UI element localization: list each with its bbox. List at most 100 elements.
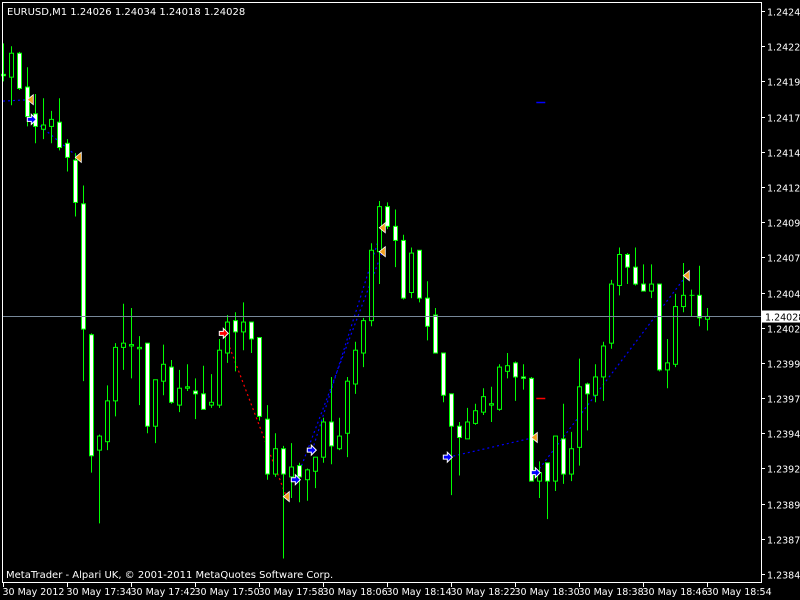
candle-body-bear [633,266,638,285]
candle [665,338,670,389]
candle [169,360,174,404]
price-tick-label: 1.23945 [767,430,800,441]
price-tick-label: 1.24070 [767,254,800,265]
candle-body-bull [313,456,318,472]
candle [313,456,318,489]
candle [569,431,574,482]
buy-open-arrow-icon [290,473,302,486]
candle [41,98,46,140]
candle [65,139,70,172]
candle [521,364,526,390]
candle-body-bear [441,352,446,396]
chart-frame [2,2,762,583]
time-tick-label: 30 May 18:30 [515,587,580,598]
candle [281,445,286,559]
candle [385,202,390,230]
candle-body-bull [97,435,102,451]
candle [97,434,102,524]
candle-body-bull [113,346,118,402]
price-tick-label: 1.24095 [767,219,800,230]
candle [145,342,150,434]
candle [361,317,366,368]
candle [513,361,518,401]
buy-open-arrow-icon [26,113,38,126]
candle-body-bear [697,294,702,319]
price-tick-label: 1.24170 [767,114,800,125]
price-axis[interactable]: 1.24245 1.24220 1.24195 1.24170 1.24145 1.241… [762,8,800,582]
candle [177,369,182,413]
arrow-shape [26,113,38,126]
candle-body-bull [321,421,326,458]
candle [241,302,246,351]
candle [633,247,638,286]
candle [617,247,622,296]
candle-body-bear [17,52,22,89]
candle-body-bull [505,365,510,372]
candle [321,417,326,463]
candle-body-bull [241,321,246,333]
candle [249,321,254,354]
candle-body-bear [545,462,550,482]
time-tick-label: 30 May 18:46 [643,587,708,598]
candle [441,352,446,403]
price-tick-label: 1.24020 [767,325,800,336]
trade-markers-layer [26,93,690,503]
candle [265,405,270,480]
candle-body-bull [473,410,478,424]
time-tick-label: 30 May 18:14 [387,587,452,598]
candle [561,403,566,484]
candle-body-bear [393,225,398,241]
candle-body-bull [353,349,358,385]
candle [497,364,502,411]
candle-body-bear [265,418,270,475]
candle [409,247,414,299]
close-marker-icon [682,269,690,282]
candle [17,51,22,90]
candle [449,393,454,496]
price-tick-label: 1.23895 [767,501,800,512]
price-tick-label: 1.23995 [767,360,800,371]
candle-body-bull [489,403,494,406]
candle-body-bear [65,142,70,158]
candle-body-bear [425,297,430,327]
candle [137,336,142,406]
candle [337,417,342,451]
candle [49,110,54,144]
candle-body-bull [129,344,134,347]
candle [73,153,78,217]
candle [601,341,606,401]
candle-body-bear [57,121,62,149]
candle-body-bull [289,466,294,478]
close-marker-icon [282,490,290,503]
candle-body-bear [417,249,422,299]
candle-body-bull [49,118,54,127]
candle-body-bull [481,396,486,413]
candle [577,358,582,466]
symbol-info: EURUSD,M1 1.24026 1.24034 1.24018 1.2402… [7,7,245,18]
candle-body-bull [177,387,182,406]
candle [89,333,94,473]
buy-trade-line [311,227,383,451]
candles-layer [1,43,710,559]
candle-body-bear [169,366,174,403]
candle-body-bear [513,362,518,378]
candle [129,307,134,379]
candle-body-bull [345,380,350,434]
candle [201,365,206,410]
close-marker-icon [378,221,386,234]
candle-body-bear [521,376,526,379]
time-tick-label: 30 May 18:38 [579,587,644,598]
candle [153,379,158,444]
arrow-shape [306,443,318,457]
candle-body-bull [217,349,222,406]
candle-body-bear [249,321,254,340]
candle [289,443,294,498]
candle-body-bull [569,448,574,475]
candle-body-bear [145,342,150,427]
candle [9,46,14,106]
candle-body-bear [585,383,590,395]
candle [305,468,310,501]
